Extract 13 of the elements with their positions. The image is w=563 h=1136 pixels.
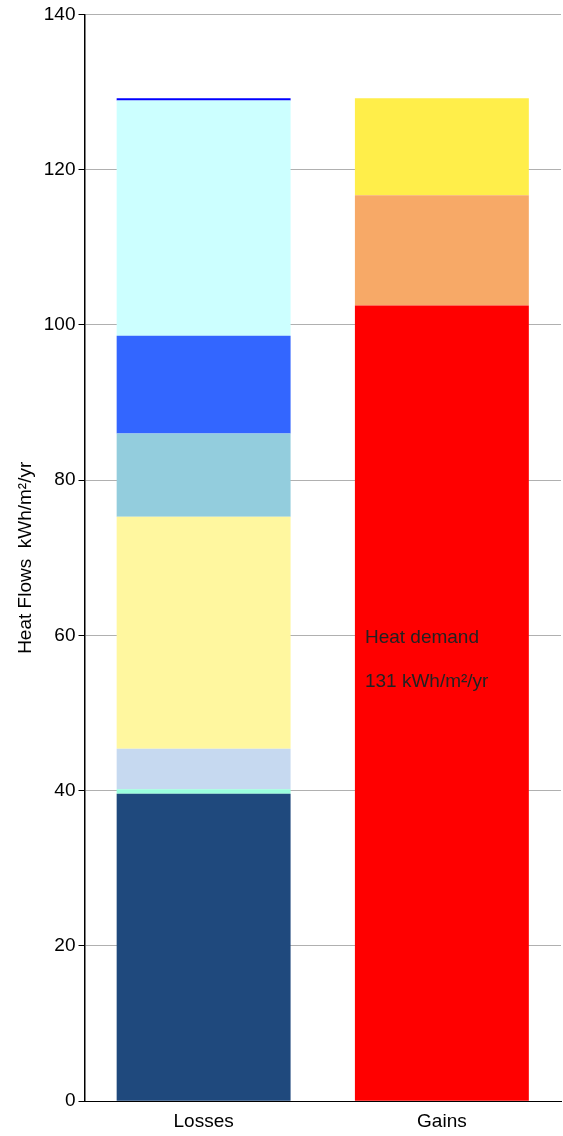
y-tick-label: 100 [43, 313, 76, 335]
x-tick-label: Gains [417, 1109, 467, 1131]
y-tick-label: 140 [43, 2, 76, 24]
y-axis-title: Heat Flows kWh/m²/yr [13, 461, 35, 654]
y-tick-label: 0 [64, 1089, 76, 1111]
y-tick-label: 40 [54, 778, 76, 800]
y-tick-label: 60 [54, 623, 76, 645]
y-tick-label: 80 [54, 468, 76, 490]
y-tick-label: 120 [43, 157, 76, 179]
annotation: Heat demand [364, 626, 479, 648]
annotation: 131 kWh/m²/yr [364, 670, 490, 692]
y-tick-label: 20 [54, 934, 76, 956]
x-tick-label: Losses [173, 1109, 234, 1131]
